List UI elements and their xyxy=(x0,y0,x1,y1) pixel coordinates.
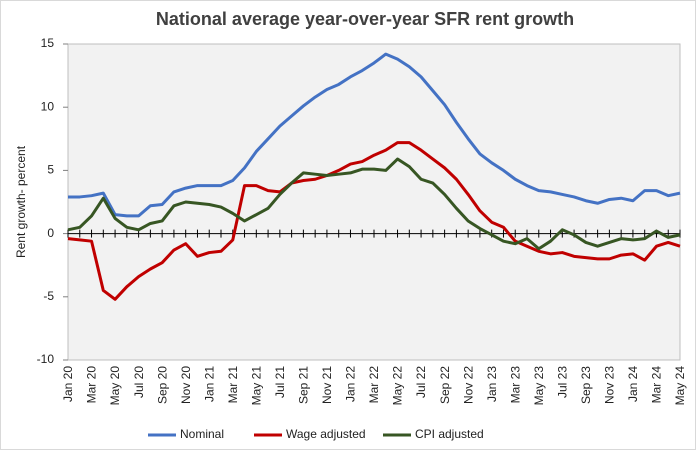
line-series xyxy=(68,52,681,218)
x-tick-label: Mar 23 xyxy=(508,366,522,404)
x-tick-label: Jan 21 xyxy=(202,366,216,402)
x-tick-label: Mar 22 xyxy=(367,366,381,404)
x-tick-label: Jan 23 xyxy=(485,366,499,402)
x-tick-label: Sep 20 xyxy=(155,366,169,404)
x-tick-label: Nov 21 xyxy=(320,366,334,404)
x-tick-label: May 24 xyxy=(673,366,687,406)
x-tick-label: Mar 24 xyxy=(650,366,664,404)
x-tick-label: May 23 xyxy=(532,366,546,406)
y-tick-label: -10 xyxy=(37,352,55,366)
line-series xyxy=(67,157,681,251)
x-tick-label: Jan 20 xyxy=(61,366,75,402)
x-tick-label: Sep 23 xyxy=(579,366,593,404)
x-tick-label: Jul 21 xyxy=(273,366,287,398)
y-tick-label: 10 xyxy=(41,99,55,113)
x-tick-label: Mar 20 xyxy=(85,366,99,404)
x-tick-label: Jul 23 xyxy=(555,366,569,398)
x-tick-label: May 22 xyxy=(391,366,405,406)
x-tick-label: Nov 22 xyxy=(461,366,475,404)
y-axis-label: Rent growth- percent xyxy=(14,145,28,258)
x-tick-label: May 21 xyxy=(249,366,263,406)
x-tick-label: Nov 20 xyxy=(179,366,193,404)
x-tick-label: Jul 22 xyxy=(414,366,428,398)
line-series xyxy=(67,141,681,301)
x-tick-label: Sep 22 xyxy=(438,366,452,404)
x-tick-label: Mar 21 xyxy=(226,366,240,404)
x-tick-label: Nov 23 xyxy=(603,366,617,404)
y-tick-label: 15 xyxy=(41,36,55,50)
y-tick-label: -5 xyxy=(43,289,54,303)
x-tick-label: Jan 24 xyxy=(626,366,640,402)
legend-label: CPI adjusted xyxy=(415,427,484,441)
legend-label: Nominal xyxy=(180,427,224,441)
y-tick-label: 5 xyxy=(47,163,54,177)
y-tick-label: 0 xyxy=(47,226,54,240)
x-tick-label: Jul 20 xyxy=(132,366,146,398)
plot-area xyxy=(67,43,681,361)
x-tick-label: Jan 22 xyxy=(344,366,358,402)
chart-title: National average year-over-year SFR rent… xyxy=(156,9,574,29)
x-tick-label: Sep 21 xyxy=(297,366,311,404)
x-tick-label: May 20 xyxy=(108,366,122,406)
legend-label: Wage adjusted xyxy=(286,427,366,441)
